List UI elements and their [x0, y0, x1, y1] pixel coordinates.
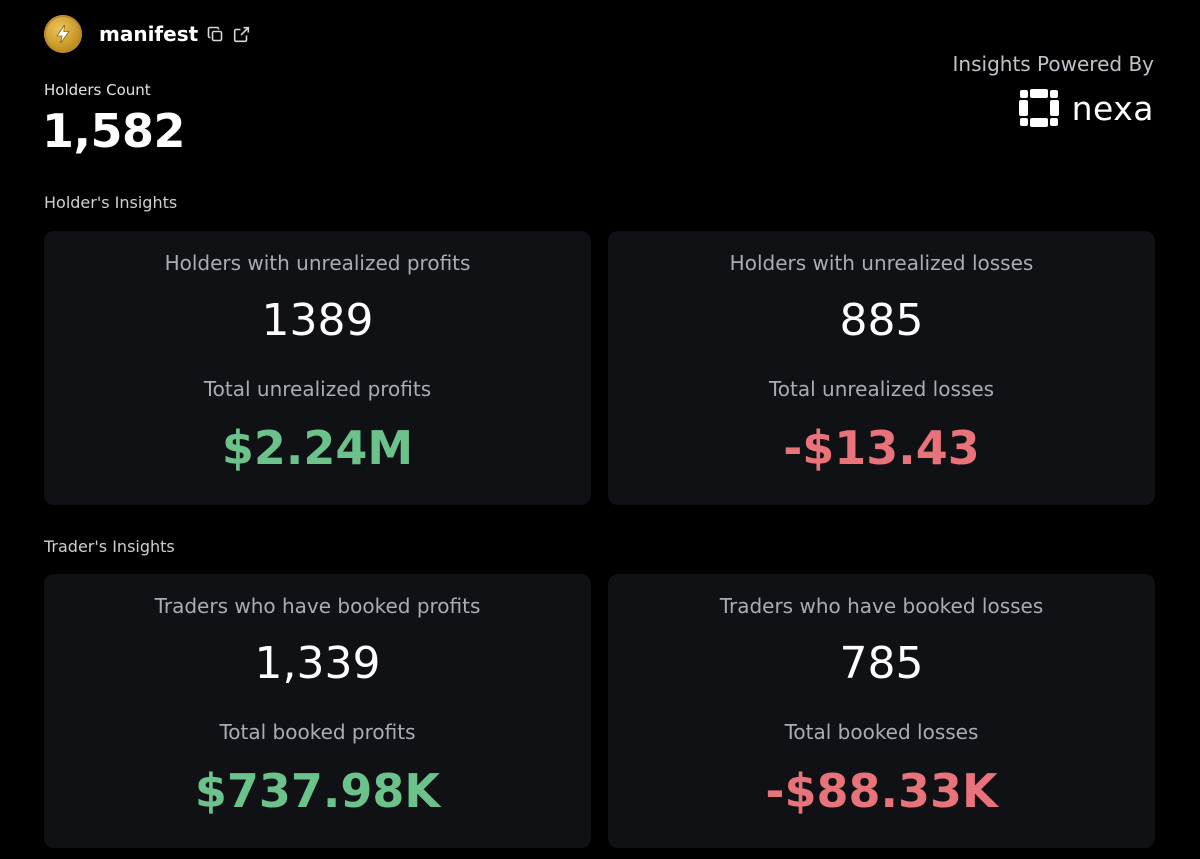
holders-insights-title: Holder's Insights — [44, 193, 178, 212]
traders-insights-title: Trader's Insights — [44, 537, 175, 556]
card-label: Holders with unrealized losses — [729, 251, 1034, 275]
card-total-label: Total booked losses — [784, 720, 979, 744]
token-name: manifest — [99, 22, 199, 46]
card-amount: -$13.43 — [783, 421, 980, 475]
holders-count-label: Holders Count — [44, 81, 151, 99]
external-link-icon[interactable] — [231, 24, 251, 44]
card-label: Traders who have booked profits — [154, 594, 481, 618]
holders-count-value: 1,582 — [42, 104, 186, 158]
card-count: 1389 — [261, 295, 374, 346]
card-count: 785 — [839, 638, 924, 689]
card-total-label: Total unrealized losses — [768, 377, 995, 401]
traders-profits-card: Traders who have booked profits 1,339 To… — [44, 574, 591, 848]
card-amount: -$88.33K — [765, 764, 998, 818]
token-header: manifest — [44, 14, 251, 54]
card-amount: $2.24M — [221, 421, 414, 475]
powered-by-label: Insights Powered By — [952, 52, 1154, 76]
holders-profits-card: Holders with unrealized profits 1389 Tot… — [44, 231, 591, 505]
holders-losses-card: Holders with unrealized losses 885 Total… — [608, 231, 1155, 505]
card-label: Traders who have booked losses — [719, 594, 1044, 618]
traders-losses-card: Traders who have booked losses 785 Total… — [608, 574, 1155, 848]
card-count: 885 — [839, 295, 924, 346]
brand-name: nexa — [1071, 88, 1154, 128]
brand-logo[interactable]: nexa — [1018, 86, 1154, 130]
copy-icon[interactable] — [205, 24, 225, 44]
card-total-label: Total unrealized profits — [203, 377, 432, 401]
card-count: 1,339 — [254, 638, 381, 689]
card-total-label: Total booked profits — [219, 720, 416, 744]
token-coin-icon — [44, 15, 82, 53]
nexa-logo-icon — [1018, 89, 1059, 127]
card-label: Holders with unrealized profits — [164, 251, 471, 275]
card-amount: $737.98K — [194, 764, 441, 818]
